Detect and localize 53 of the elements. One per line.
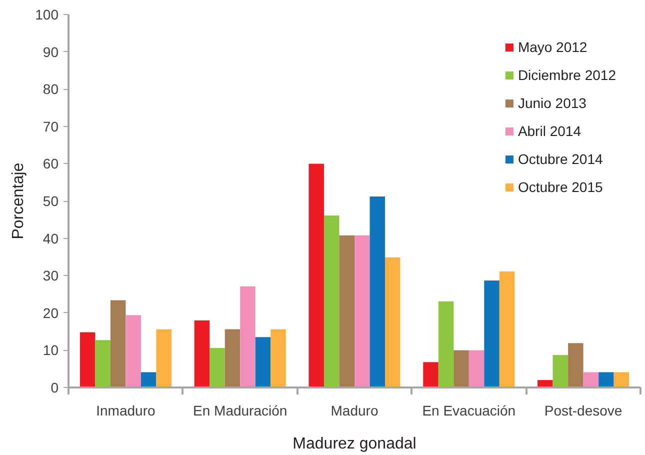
bar (194, 320, 210, 388)
bar (499, 271, 515, 388)
bar (240, 286, 256, 388)
legend-label: Diciembre 2012 (518, 66, 616, 84)
y-tick-label: 80 (42, 81, 59, 98)
y-axis-title: Porcentaje (10, 162, 28, 240)
x-tick-label: Maduro (330, 402, 378, 418)
bar (423, 362, 438, 388)
bar (210, 348, 225, 388)
legend-label: Abril 2014 (518, 122, 581, 140)
bar (308, 164, 324, 388)
bar (156, 329, 172, 388)
bar (614, 372, 630, 388)
bar (598, 372, 614, 388)
y-tick-label: 90 (42, 44, 59, 60)
y-tick-label: 60 (42, 156, 59, 172)
x-tick-label: Inmaduro (96, 402, 156, 418)
y-tick-label: 40 (42, 230, 59, 246)
x-tick-label: En Maduración (193, 402, 288, 418)
bar (339, 235, 354, 388)
bar (80, 332, 96, 388)
x-tick-label: Post-desove (544, 402, 622, 418)
bar (568, 343, 584, 388)
legend-label: Junio 2013 (518, 94, 586, 112)
x-tick-label: En Evacuación (422, 402, 516, 418)
bar (484, 280, 500, 388)
bar (270, 329, 286, 388)
legend-label: Octubre 2014 (518, 150, 603, 168)
y-tick-label: 20 (42, 304, 59, 321)
y-tick-label: 70 (42, 118, 59, 134)
y-tick-label: 50 (42, 193, 59, 209)
y-tick-label: 10 (42, 342, 59, 358)
bar (255, 337, 271, 388)
legend-label: Mayo 2012 (518, 38, 588, 56)
bar (224, 329, 240, 388)
bar (110, 300, 126, 388)
y-tick-label: 100 (35, 6, 59, 22)
bar (552, 355, 568, 388)
bar (438, 301, 454, 388)
bar (468, 350, 484, 388)
legend-label: Octubre 2015 (518, 178, 603, 196)
bar (140, 372, 156, 388)
bar (583, 372, 599, 388)
bar (454, 350, 469, 388)
bar (370, 196, 386, 388)
bar (385, 257, 400, 388)
y-tick-label: 0 (50, 380, 59, 396)
bar (324, 216, 340, 388)
x-axis-title: Madurez gonadal (292, 436, 416, 452)
bar (126, 315, 141, 388)
bar (95, 340, 110, 388)
bar (354, 235, 370, 388)
y-tick-label: 30 (42, 268, 59, 284)
